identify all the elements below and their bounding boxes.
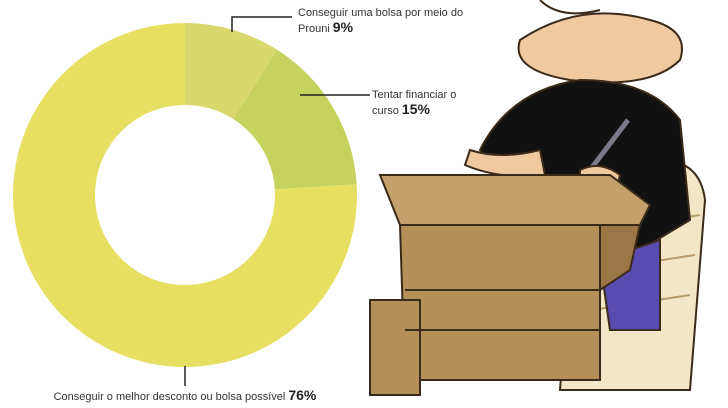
slice-label: Conseguir o melhor desconto ou bolsa pos…: [0, 388, 370, 404]
leader-line: [231, 16, 292, 32]
value-label: 15%: [401, 101, 430, 117]
category-label: Conseguir uma bolsa por meio do Prouni: [298, 7, 464, 35]
desk-top: [378, 174, 652, 226]
donut-slice: [185, 23, 278, 120]
desk-lines: [405, 289, 600, 331]
desk-side: [599, 224, 642, 292]
leader-lines: [184, 16, 370, 386]
desk-body: [398, 224, 601, 381]
slice-label: Tentar financiar o curso 15%: [372, 88, 482, 118]
donut-slice: [12, 23, 357, 368]
desk-leg: [369, 299, 421, 396]
illustration: [369, 0, 707, 396]
donut: [12, 23, 357, 368]
slice-label: Conseguir uma bolsa por meio do Prouni 9%: [298, 6, 483, 36]
donut-slice: [233, 49, 357, 190]
pen: [588, 118, 630, 172]
value-label: 9%: [332, 19, 354, 35]
head: [517, 12, 683, 84]
value-label: 76%: [288, 387, 317, 403]
face: [539, 0, 601, 15]
category-label: Conseguir o melhor desconto ou bolsa pos…: [53, 391, 286, 403]
category-label: Tentar financiar o curso: [372, 89, 457, 117]
